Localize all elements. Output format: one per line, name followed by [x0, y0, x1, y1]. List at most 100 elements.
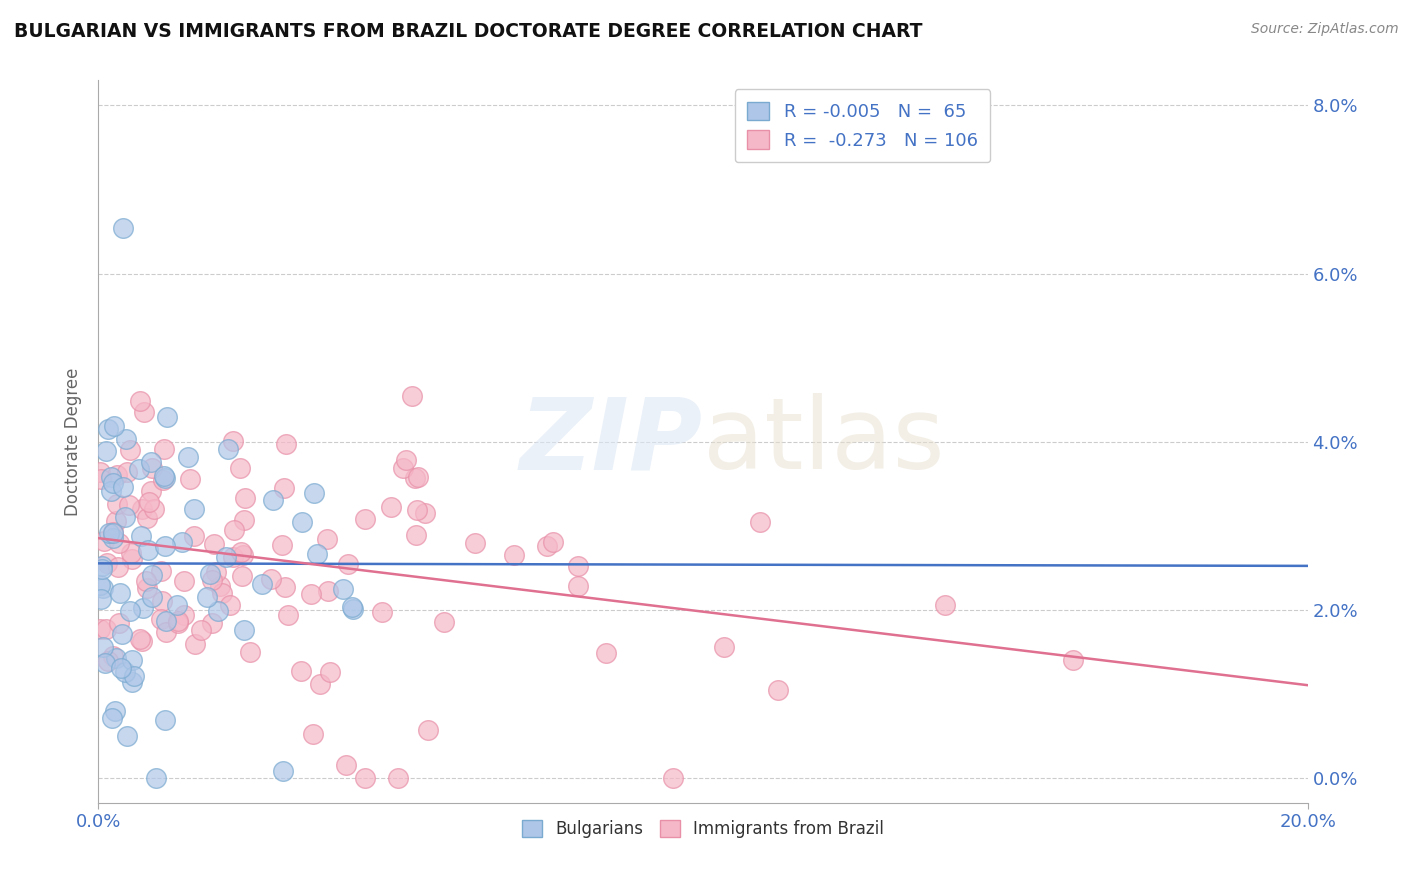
Point — [271, 538, 294, 552]
Point — [167, 615, 190, 630]
Point — [201, 574, 224, 588]
Point — [291, 515, 314, 529]
Point — [96, 622, 118, 636]
Point — [208, 579, 231, 593]
Point — [229, 461, 252, 475]
Point — [416, 723, 439, 737]
Point — [353, 511, 375, 525]
Point — [108, 535, 131, 549]
Point — [96, 654, 118, 668]
Point — [567, 579, 589, 593]
Point — [202, 537, 225, 551]
Point — [145, 771, 167, 785]
Point — [183, 529, 205, 543]
Point — [273, 481, 295, 495]
Point — [340, 600, 363, 615]
Point — [273, 580, 295, 594]
Point — [233, 491, 256, 505]
Point — [101, 524, 124, 539]
Point — [107, 616, 129, 631]
Point — [141, 484, 163, 499]
Point — [713, 640, 735, 654]
Point — [404, 471, 426, 485]
Point — [153, 713, 176, 727]
Text: atlas: atlas — [703, 393, 945, 490]
Point — [595, 646, 617, 660]
Point — [104, 651, 127, 665]
Point — [502, 548, 524, 562]
Point — [464, 536, 486, 550]
Point — [131, 633, 153, 648]
Point — [394, 452, 416, 467]
Point — [94, 443, 117, 458]
Point — [170, 534, 193, 549]
Text: BULGARIAN VS IMMIGRANTS FROM BRAZIL DOCTORATE DEGREE CORRELATION CHART: BULGARIAN VS IMMIGRANTS FROM BRAZIL DOCT… — [14, 22, 922, 41]
Point — [98, 526, 121, 541]
Point — [105, 467, 128, 482]
Point — [273, 764, 295, 779]
Point — [131, 600, 153, 615]
Point — [232, 549, 254, 563]
Point — [105, 514, 128, 528]
Point — [121, 653, 143, 667]
Point — [219, 598, 242, 612]
Point — [96, 556, 118, 570]
Point — [97, 422, 120, 436]
Point — [302, 726, 325, 740]
Point — [433, 615, 456, 629]
Point — [177, 450, 200, 464]
Point — [120, 546, 142, 560]
Point — [112, 480, 135, 494]
Point — [111, 627, 134, 641]
Point — [302, 485, 325, 500]
Point — [173, 607, 195, 622]
Point — [128, 462, 150, 476]
Point — [250, 577, 273, 591]
Point — [141, 590, 163, 604]
Point — [136, 581, 159, 595]
Point — [121, 552, 143, 566]
Point — [152, 469, 174, 483]
Point — [152, 593, 174, 607]
Point — [89, 465, 111, 479]
Point — [153, 471, 176, 485]
Point — [173, 574, 195, 589]
Point — [138, 495, 160, 509]
Point — [122, 669, 145, 683]
Point — [401, 389, 423, 403]
Point — [93, 533, 115, 548]
Point — [768, 682, 790, 697]
Point — [89, 622, 111, 636]
Point — [190, 623, 212, 637]
Point — [233, 624, 256, 638]
Point — [108, 586, 131, 600]
Point — [195, 590, 218, 604]
Point — [90, 558, 112, 573]
Text: ZIP: ZIP — [520, 393, 703, 490]
Point — [90, 562, 112, 576]
Point — [1062, 653, 1084, 667]
Point — [380, 500, 402, 514]
Point — [129, 529, 152, 543]
Point — [150, 612, 173, 626]
Point — [115, 729, 138, 743]
Point — [152, 474, 174, 488]
Point — [103, 704, 125, 718]
Point — [167, 615, 190, 629]
Point — [121, 674, 143, 689]
Point — [141, 461, 163, 475]
Point — [141, 568, 163, 582]
Point — [183, 637, 205, 651]
Point — [260, 572, 283, 586]
Point — [128, 394, 150, 409]
Point — [332, 582, 354, 596]
Point — [179, 472, 201, 486]
Point — [155, 624, 177, 639]
Point — [222, 549, 245, 564]
Point — [155, 615, 177, 629]
Point — [342, 602, 364, 616]
Point — [662, 771, 685, 785]
Point — [318, 584, 340, 599]
Point — [118, 443, 141, 458]
Point — [117, 498, 139, 512]
